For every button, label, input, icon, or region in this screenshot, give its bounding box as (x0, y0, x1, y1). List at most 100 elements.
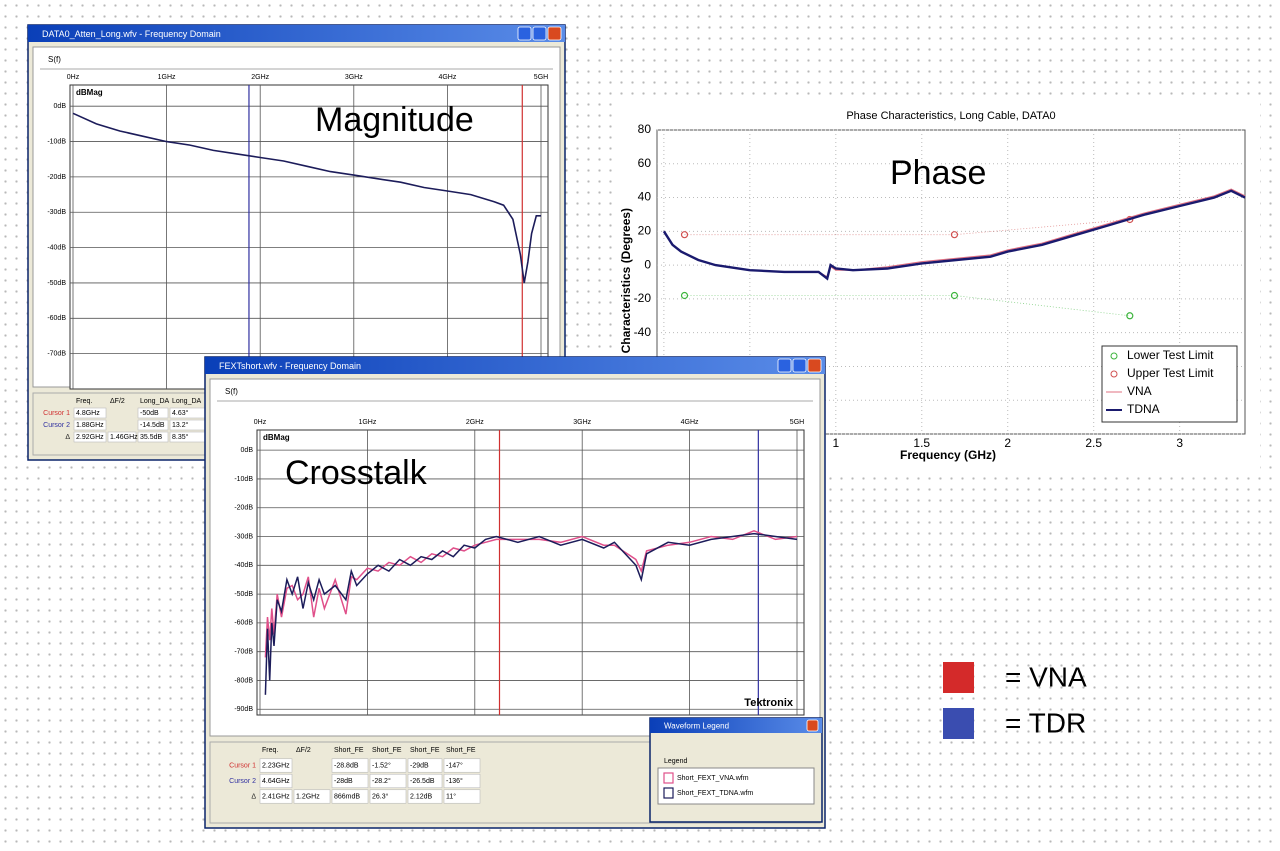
y-tick-label: -50dB (47, 280, 66, 287)
y-tick-label: 80 (638, 122, 652, 136)
table-value: 13.2° (172, 421, 189, 429)
unit-label: dBMag (76, 88, 103, 97)
table-value: 4.64GHz (262, 778, 290, 785)
row-label: Δ (65, 434, 70, 441)
table-cell (443, 758, 481, 773)
table-cell (137, 431, 169, 443)
plot-area (69, 84, 549, 390)
table-cell (407, 773, 443, 789)
x-tick-label: 5GH (790, 419, 804, 426)
y-tick-label: -10dB (234, 476, 253, 483)
x-tick-label: 4GHz (438, 74, 456, 81)
legend-symbol (1110, 352, 1118, 360)
table-value: -26.5dB (410, 778, 435, 785)
table-cell (369, 789, 407, 804)
table-value: 4.63° (172, 409, 189, 417)
table-header: Long_DA (172, 398, 202, 405)
table-header: Short_FE (372, 747, 402, 754)
window-title: DATA0_Atten_Long.wfv - Frequency Domain (42, 29, 221, 39)
y-tick-label: -40dB (234, 562, 253, 569)
limit-point (950, 231, 959, 239)
x-tick-label: 2GHz (466, 419, 484, 426)
table-cell (259, 758, 293, 773)
annotation: Phase (890, 154, 986, 192)
row-label: Cursor 1 (43, 410, 70, 417)
table-value: -1.52° (372, 761, 391, 769)
legend-label: Short_FEXT_VNA.wfm (677, 775, 749, 782)
legend-panel (657, 767, 815, 805)
limit-point (950, 291, 959, 300)
y-tick-label: -50dB (234, 591, 253, 598)
data-line (72, 112, 541, 284)
table-value: 1.88GHz (76, 422, 104, 429)
limit-line (684, 219, 1130, 236)
y-tick-label: 0dB (54, 103, 67, 110)
window-button[interactable] (777, 358, 792, 373)
key-label: = TDR (1005, 707, 1086, 738)
table-cell (331, 773, 369, 789)
y-tick-label: -20dB (47, 174, 66, 181)
legend-label: Short_FEXT_TDNA.wfm (677, 790, 753, 797)
table-value: -29dB (410, 762, 429, 769)
window-button[interactable] (532, 26, 547, 41)
tab-label[interactable]: S(f) (48, 55, 61, 64)
x-tick-label: 0Hz (67, 74, 80, 81)
annotation: Magnitude (315, 101, 474, 139)
table-value: -28dB (334, 778, 353, 785)
data-line (662, 189, 1246, 281)
table-cell (137, 407, 169, 419)
x-tick-label: 3GHz (345, 74, 363, 81)
y-tick-label: 0dB (241, 447, 254, 454)
table-value: 1.2GHz (296, 793, 320, 800)
close-button[interactable] (547, 26, 562, 41)
limit-line (684, 295, 1130, 317)
table-header: Short_FE (410, 747, 440, 754)
y-tick-label: -10dB (47, 138, 66, 145)
table-cell (73, 431, 107, 443)
close-button[interactable] (806, 719, 819, 732)
legend-label: Upper Test Limit (1127, 366, 1214, 380)
table-value: 1.46GHz (110, 434, 138, 441)
title-bar (650, 718, 822, 733)
limit-point (680, 231, 689, 239)
table-cell (73, 407, 107, 419)
tab-label[interactable]: S(f) (225, 387, 238, 396)
row-label: Cursor 2 (229, 778, 256, 785)
table-value: 4.8GHz (76, 410, 100, 417)
table-value: -14.5dB (140, 422, 165, 429)
y-tick-label: -20 (634, 291, 652, 305)
title-bar (28, 25, 565, 42)
x-tick-label: 1GHz (358, 419, 376, 426)
table-value: -28.2° (372, 777, 391, 785)
x-tick-label: 5GH (534, 74, 548, 81)
table-header: Freq. (76, 398, 92, 405)
brand: Tektronix (744, 697, 794, 709)
window-button[interactable] (792, 358, 807, 373)
y-tick-label: -70dB (234, 649, 253, 656)
tab-label[interactable]: Legend (664, 758, 687, 765)
y-tick-label: -30dB (234, 533, 253, 540)
table-value: -136° (446, 777, 463, 785)
x-tick-label: 2 (1004, 436, 1011, 450)
y-tick-label: 60 (638, 156, 652, 170)
y-tick-label: -60dB (47, 315, 66, 322)
table-value: 35.5dB (140, 434, 163, 441)
table-cell (407, 758, 443, 773)
window-button[interactable] (517, 26, 532, 41)
x-tick-label: 1.5 (913, 436, 930, 450)
y-tick-label: -40dB (47, 244, 66, 251)
unit-label: dBMag (263, 433, 290, 442)
y-tick-label: -80dB (234, 677, 253, 684)
x-axis-label: Frequency (GHz) (900, 448, 996, 462)
table-header: Short_FE (334, 747, 364, 754)
table-cell (73, 419, 107, 431)
y-tick-label: -70dB (47, 350, 66, 357)
limit-point (680, 291, 689, 300)
key-swatch (943, 708, 974, 739)
legend-symbol (663, 787, 674, 799)
table-cell (369, 758, 407, 773)
legend-label: TDNA (1127, 402, 1160, 416)
close-button[interactable] (807, 358, 822, 373)
